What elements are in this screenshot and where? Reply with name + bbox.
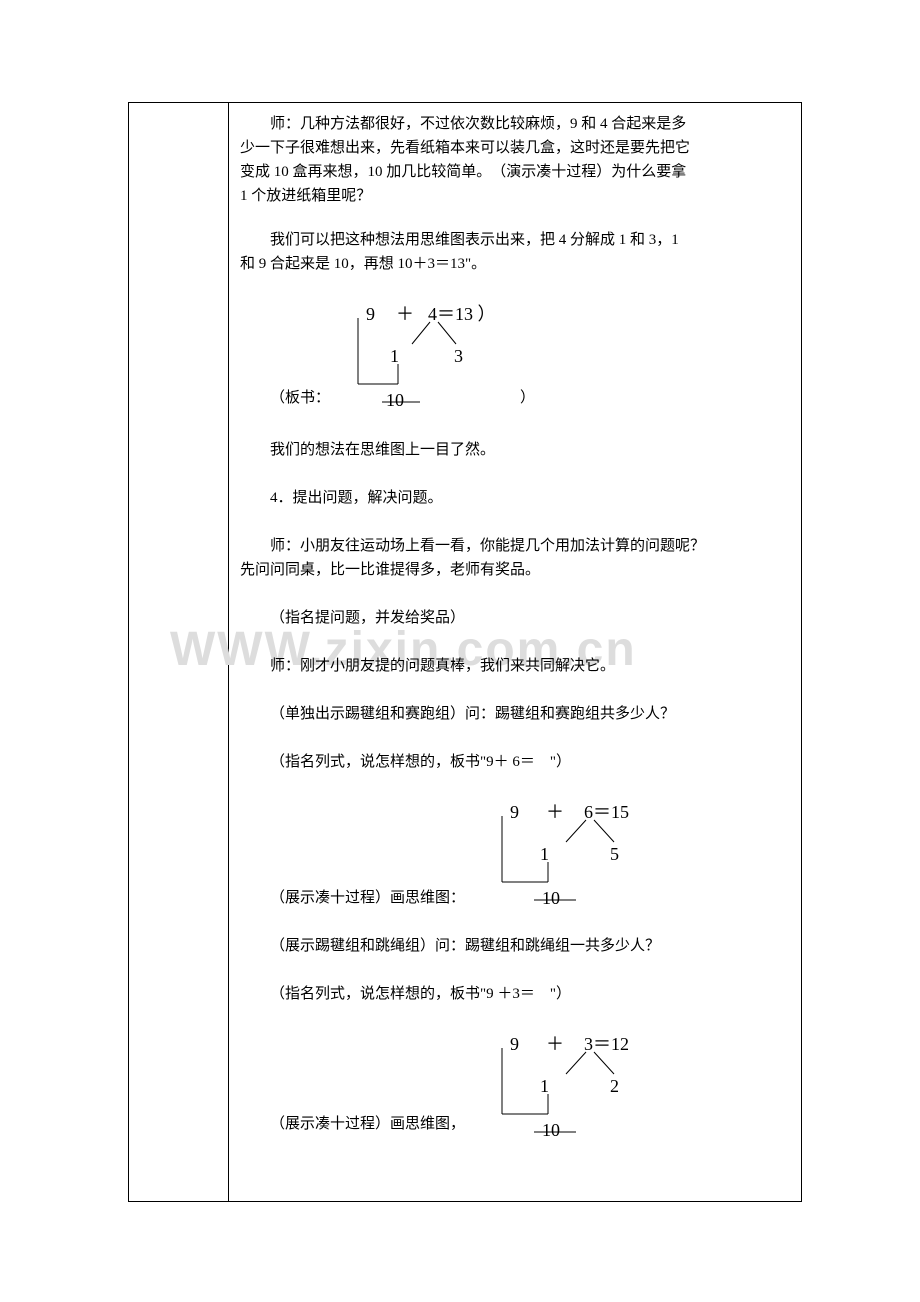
split-1: 1 [540, 1072, 549, 1101]
paragraph-9: （指名列式，说怎样想的，板书"9＋ 6＝ "） [240, 750, 790, 774]
paragraph-10: （展示踢毽组和跳绳组）问：踢毽组和跳绳组一共多少人？ [240, 934, 790, 958]
paragraph-3: 我们的想法在思维图上一目了然。 [240, 438, 790, 462]
page: WWW.zixin.com.cn 师：几种方法都很好，不过依次数比较麻烦，9 和… [0, 0, 920, 1302]
section-heading-4: 4．提出问题，解决问题。 [240, 486, 790, 510]
boardwrite-prefix: （板书： [270, 386, 330, 410]
text-line: 变成 10 盒再来想，10 加几比较简单。 （演示凑十过程）为什么要拿 [240, 160, 790, 184]
text-line: （指名提问题，并发给奖品） [240, 606, 790, 630]
paragraph-5: 师：小朋友往运动场上看一看，你能提几个用加法计算的问题呢？ 先问问同桌，比一比谁… [240, 534, 790, 582]
paragraph-8: （单独出示踢毽组和赛跑组）问：踢毽组和赛跑组共多少人？ [240, 702, 790, 726]
ten: 10 [386, 386, 404, 415]
text-line: 我们可以把这种想法用思维图表示出来，把 4 分解成 1 和 3，1 [240, 228, 790, 252]
text-line: 师：刚才小朋友提的问题真棒，我们来共同解决它。 [240, 654, 790, 678]
text-line: 我们的想法在思维图上一目了然。 [240, 438, 790, 462]
paragraph-11: （指名列式，说怎样想的，板书"9 ＋3＝ "） [240, 982, 790, 1006]
paragraph-7: 师：刚才小朋友提的问题真棒，我们来共同解决它。 [240, 654, 790, 678]
text-line: （单独出示踢毽组和赛跑组）问：踢毽组和赛跑组共多少人？ [240, 702, 790, 726]
split-2: 2 [610, 1072, 619, 1101]
text-line: 1 个放进纸箱里呢？ [240, 184, 790, 208]
text-line: 师：几种方法都很好，不过依次数比较麻烦，9 和 4 合起来是多 [240, 112, 790, 136]
paragraph-1: 师：几种方法都很好，不过依次数比较麻烦，9 和 4 合起来是多 少一下子很难想出… [240, 112, 790, 208]
boardwrite-suffix: ） [520, 386, 535, 410]
paragraph-6: （指名提问题，并发给奖品） [240, 606, 790, 630]
text-line: 师：小朋友往运动场上看一看，你能提几个用加法计算的问题呢？ [240, 534, 790, 558]
text-line: 4．提出问题，解决问题。 [240, 486, 790, 510]
text-line: （指名列式，说怎样想的，板书"9 ＋3＝ "） [240, 982, 790, 1006]
text-line: 先问问同桌，比一比谁提得多，老师有奖品。 [240, 558, 790, 582]
text-line: 和 9 合起来是 10，再想 10＋3＝13"。 [240, 252, 790, 276]
paragraph-d2-prefix: （展示凑十过程）画思维图： [240, 886, 790, 910]
diagram-9-plus-4: （板书： 9 ＋ 4＝13 ） 1 3 10 ） [270, 300, 790, 410]
text-line: （展示踢毽组和跳绳组）问：踢毽组和跳绳组一共多少人？ [240, 934, 790, 958]
paragraph-2: 我们可以把这种想法用思维图表示出来，把 4 分解成 1 和 3，1 和 9 合起… [240, 228, 790, 276]
split-1: 1 [390, 342, 399, 371]
split-3: 3 [454, 342, 463, 371]
split-5: 5 [610, 840, 619, 869]
diagram-lines [350, 300, 510, 410]
table-column-divider [228, 102, 229, 1202]
split-1: 1 [540, 840, 549, 869]
text-line: （展示凑十过程）画思维图， [240, 1112, 790, 1136]
text-line: （指名列式，说怎样想的，板书"9＋ 6＝ "） [240, 750, 790, 774]
content-cell: 师：几种方法都很好，不过依次数比较麻烦，9 和 4 合起来是多 少一下子很难想出… [240, 112, 790, 1136]
text-line: （展示凑十过程）画思维图： [240, 886, 790, 910]
text-line: 少一下子很难想出来，先看纸箱本来可以装几盒，这时还是要先把它 [240, 136, 790, 160]
paragraph-d3-prefix: （展示凑十过程）画思维图， [240, 1112, 790, 1136]
